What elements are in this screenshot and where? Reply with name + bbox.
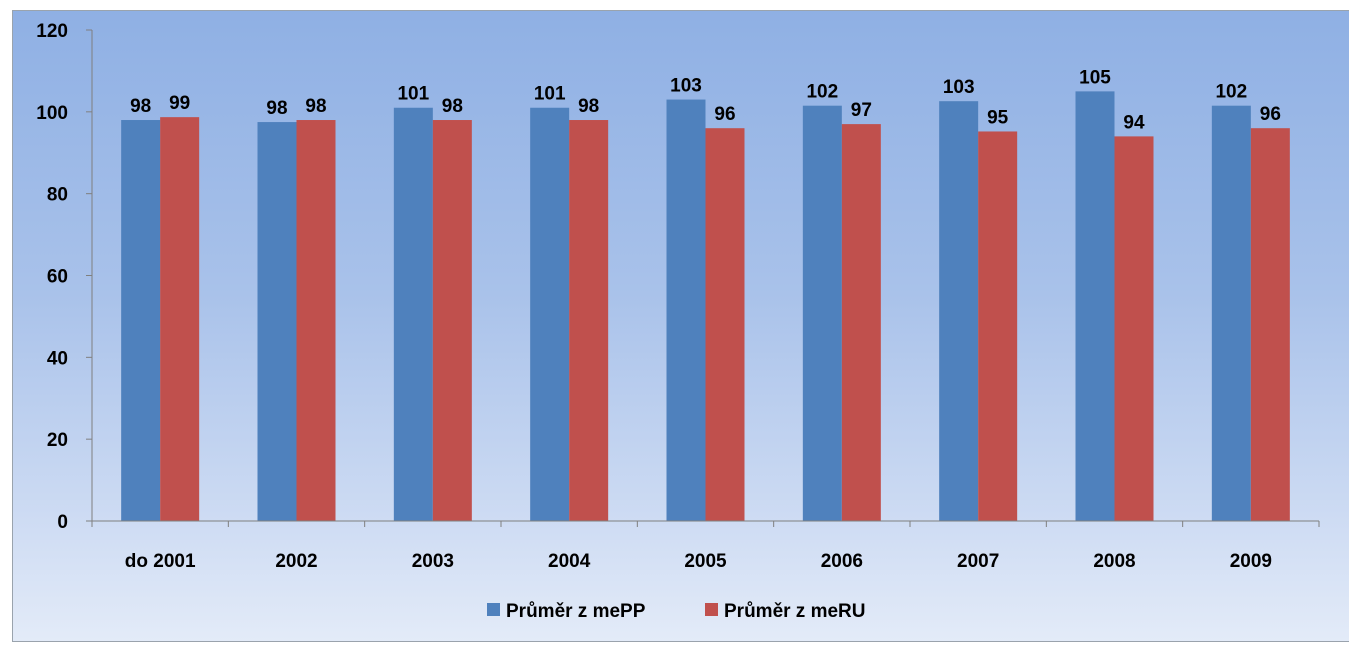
data-label: 101 bbox=[397, 84, 429, 105]
data-label: 96 bbox=[1260, 104, 1281, 125]
bar-mepp bbox=[666, 99, 706, 521]
y-tick-label: 80 bbox=[47, 185, 68, 206]
y-tick-label: 0 bbox=[57, 512, 68, 533]
x-tick-label: 2009 bbox=[1230, 551, 1272, 572]
data-label: 98 bbox=[442, 96, 463, 117]
x-tick-label: 2002 bbox=[275, 551, 317, 572]
x-tick-label: 2006 bbox=[821, 551, 863, 572]
y-tick-label: 100 bbox=[36, 103, 68, 124]
bar-meru bbox=[841, 124, 881, 521]
data-label: 98 bbox=[130, 96, 151, 117]
data-label: 94 bbox=[1123, 112, 1145, 133]
legend-swatch-meru bbox=[705, 603, 718, 616]
x-tick-label: 2003 bbox=[412, 551, 454, 572]
bar-meru bbox=[978, 131, 1018, 521]
legend-label-meru: Průměr z meRU bbox=[724, 601, 866, 622]
data-label: 103 bbox=[943, 77, 975, 98]
bar-meru bbox=[160, 117, 200, 521]
data-label: 102 bbox=[806, 82, 838, 103]
y-tick-label: 20 bbox=[47, 430, 68, 451]
bar-chart: 98 99 98 98 101 98 101 98 103 96 102 97 103 95 105 94 10… bbox=[36, 21, 1320, 622]
y-tick-label: 40 bbox=[47, 348, 68, 369]
data-label: 99 bbox=[169, 93, 190, 114]
data-label: 98 bbox=[305, 96, 326, 117]
data-label: 98 bbox=[578, 96, 599, 117]
y-tick-label: 120 bbox=[36, 21, 68, 42]
bar-meru bbox=[432, 120, 472, 522]
bar-mepp bbox=[530, 107, 570, 521]
data-labels-layer: 98 99 98 98 101 98 101 98 103 96 102 97 103 95 105 94 10… bbox=[130, 67, 1281, 133]
bar-mepp bbox=[1211, 105, 1251, 521]
data-label: 105 bbox=[1079, 67, 1111, 88]
bar-meru bbox=[569, 120, 609, 522]
y-tick-label: 60 bbox=[47, 267, 68, 288]
bar-meru bbox=[1250, 128, 1290, 521]
x-tick-label: 2005 bbox=[684, 551, 727, 572]
x-tick-label: 2004 bbox=[548, 551, 591, 572]
bar-mepp bbox=[393, 107, 433, 521]
data-label: 98 bbox=[266, 98, 287, 119]
legend-swatch-mepp bbox=[487, 603, 500, 616]
data-label: 96 bbox=[714, 104, 735, 125]
bar-meru bbox=[705, 128, 745, 521]
chart-frame: 98 99 98 98 101 98 101 98 103 96 102 97 103 95 105 94 10… bbox=[12, 10, 1349, 642]
bar-mepp bbox=[939, 101, 979, 521]
data-label: 97 bbox=[851, 100, 872, 121]
data-label: 102 bbox=[1215, 82, 1247, 103]
x-tick-label: 2007 bbox=[957, 551, 999, 572]
bar-meru bbox=[296, 120, 336, 522]
bar-mepp bbox=[802, 105, 842, 521]
x-tick-label: 2008 bbox=[1093, 551, 1135, 572]
bar-mepp bbox=[121, 120, 161, 522]
axes-layer: do 2001 2002 2003 2004 2005 2006 2007 2008 2009 0… bbox=[36, 21, 1320, 572]
x-tick-label: do 2001 bbox=[125, 551, 196, 572]
data-label: 101 bbox=[534, 84, 566, 105]
data-label: 103 bbox=[670, 76, 702, 97]
bar-mepp bbox=[1075, 91, 1115, 521]
bar-mepp bbox=[257, 122, 297, 521]
bars-layer bbox=[121, 91, 1290, 522]
legend-label-mepp: Průměr z mePP bbox=[506, 601, 646, 622]
data-label: 95 bbox=[987, 107, 1009, 128]
legend: Průměr z mePP Průměr z meRU bbox=[487, 601, 866, 622]
bar-meru bbox=[1114, 136, 1154, 521]
